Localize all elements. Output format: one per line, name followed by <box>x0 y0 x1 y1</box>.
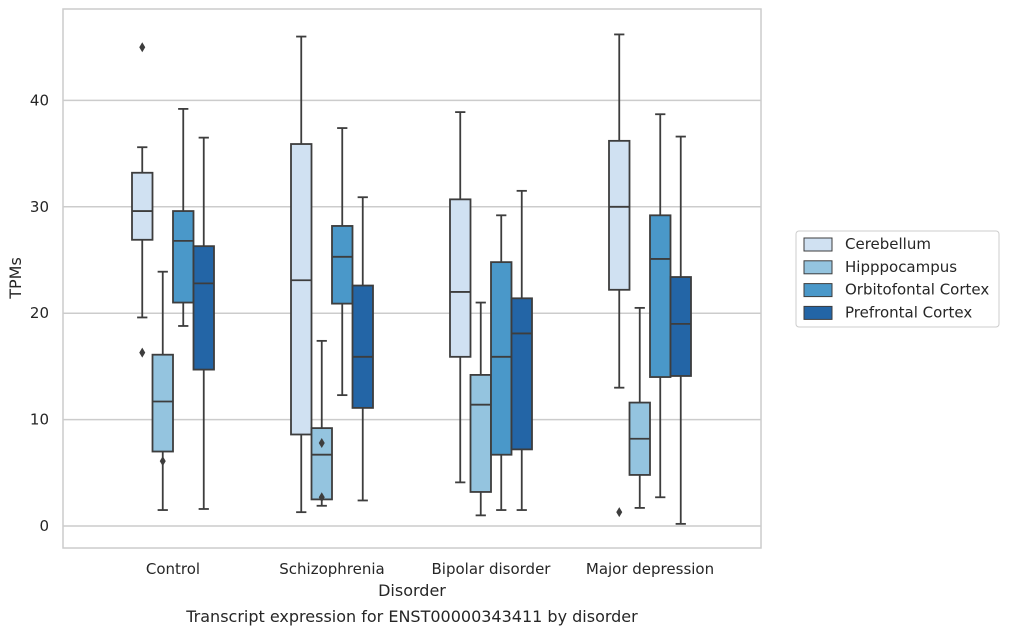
legend-item-1: Hipppocampus <box>803 258 957 276</box>
x-tick-label-0: Control <box>146 560 200 578</box>
box-0-1 <box>151 270 174 511</box>
box-2-2 <box>490 214 513 511</box>
legend-swatch <box>803 260 833 275</box>
box-iqr <box>649 214 672 378</box>
box-3-1 <box>628 306 651 509</box>
legend-item-0: Cerebellum <box>803 235 931 253</box>
box-3-2 <box>649 113 672 499</box>
outlier-point-0 <box>318 438 325 449</box>
legend-swatch <box>803 305 833 320</box>
y-tick-labels: 0 10 20 30 40 <box>30 91 49 535</box>
outlier-point-0 <box>159 456 166 467</box>
box-iqr <box>608 139 631 291</box>
y-axis-title: TPMs <box>6 257 25 300</box>
x-tick-label-3: Major depression <box>586 560 714 578</box>
y-tick-label-0: 0 <box>39 517 49 535</box>
box-2-1 <box>469 301 492 517</box>
box-layer <box>131 33 692 525</box>
box-0-2 <box>172 108 195 327</box>
box-iqr <box>192 245 215 371</box>
legend-label: Prefrontal Cortex <box>845 303 972 321</box>
box-0-3 <box>192 136 215 510</box>
box-iqr <box>510 297 533 451</box>
box-0-0 <box>131 42 154 358</box>
box-iqr <box>172 210 195 304</box>
box-3-0 <box>608 33 631 518</box>
chart-caption: Transcript expression for ENST0000034341… <box>185 607 638 626</box>
box-iqr <box>490 261 513 456</box>
box-iqr <box>290 143 313 436</box>
outlier-point-0 <box>139 42 146 53</box>
outlier-point-0 <box>616 507 623 518</box>
box-iqr <box>331 225 354 305</box>
y-tick-label-30: 30 <box>30 198 49 216</box>
box-iqr <box>449 198 472 358</box>
plot-frame <box>62 8 762 549</box>
y-tick-label-20: 20 <box>30 304 49 322</box>
legend-frame <box>795 230 1000 328</box>
box-2-3 <box>510 189 533 511</box>
y-tick-label-10: 10 <box>30 411 49 429</box>
x-tick-labels: Control Schizophrenia Bipolar disorder Majo… <box>146 560 714 578</box>
legend-label: Orbitofontal Cortex <box>845 281 989 299</box>
box-3-3 <box>669 135 692 525</box>
legend-swatch <box>803 283 833 298</box>
box-iqr <box>131 171 154 241</box>
outlier-point-1 <box>318 492 325 503</box>
box-iqr <box>669 276 692 377</box>
legend-label: Cerebellum <box>845 235 931 253</box>
box-iqr <box>351 284 374 409</box>
x-tick-label-1: Schizophrenia <box>279 560 384 578</box>
outlier-point-1 <box>139 347 146 358</box>
x-tick-label-2: Bipolar disorder <box>432 560 552 578</box>
legend-swatch <box>803 237 833 252</box>
box-2-0 <box>449 111 472 484</box>
legend-label: Hipppocampus <box>845 258 957 276</box>
box-iqr <box>151 353 174 453</box>
legend-item-2: Orbitofontal Cortex <box>803 281 989 299</box>
x-axis-title: Disorder <box>378 581 446 600</box>
box-1-0 <box>290 35 313 514</box>
y-tick-label-40: 40 <box>30 91 49 109</box>
box-1-3 <box>351 196 374 502</box>
box-iqr <box>469 374 492 493</box>
legend: Cerebellum Hipppocampus Orbitofontal Corte… <box>795 230 1000 328</box>
box-1-2 <box>331 127 354 397</box>
box-1-1 <box>310 339 333 507</box>
legend-item-3: Prefrontal Cortex <box>803 303 972 321</box>
